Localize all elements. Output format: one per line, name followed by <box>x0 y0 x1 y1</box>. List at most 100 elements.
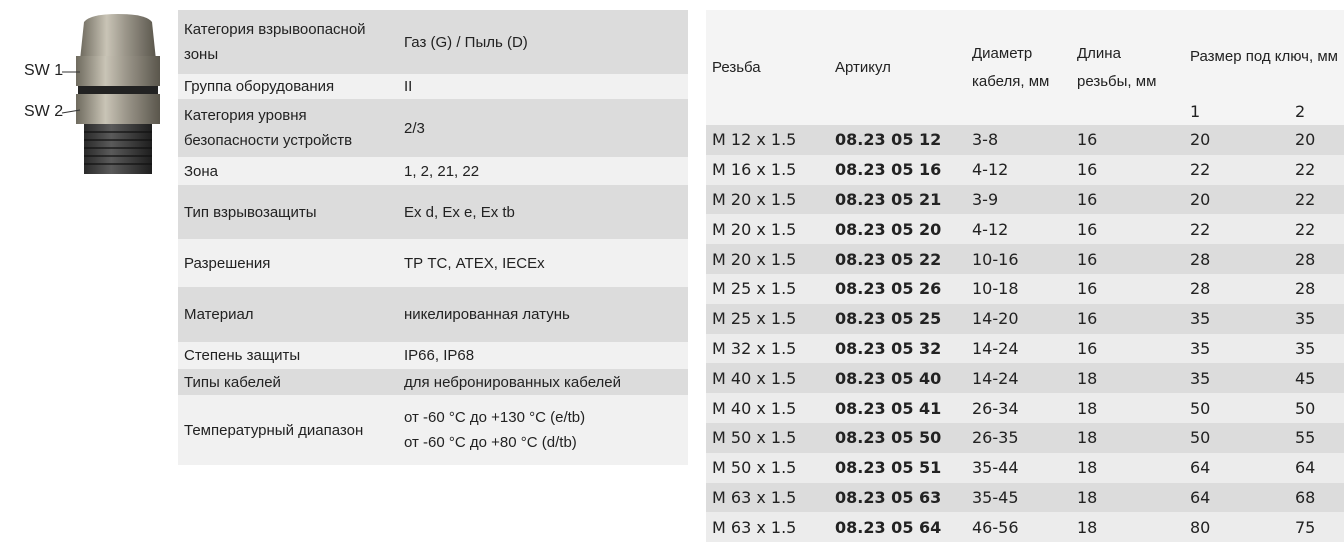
spec-value: II <box>398 74 688 99</box>
spec-value: никелированная латунь <box>398 287 688 342</box>
table-cell: 28 <box>1184 244 1289 274</box>
table-cell: 80 <box>1184 512 1289 542</box>
article-number: 08.23 05 22 <box>829 244 966 274</box>
table-cell: 26-34 <box>966 393 1071 423</box>
table-cell: 28 <box>1289 273 1344 304</box>
table-cell: 26-35 <box>966 422 1071 453</box>
article-row: M 16 x 1.5 08.23 05 16 4-12 16 22 22 <box>706 154 1344 185</box>
table-cell: 3-9 <box>966 184 1071 215</box>
article-row: M 25 x 1.5 08.23 05 25 14-20 16 35 35 <box>706 303 1344 334</box>
spec-label: Категория взрывоопасной зоны <box>178 10 398 74</box>
table-cell: 20 <box>1184 184 1289 215</box>
article-row: M 50 x 1.5 08.23 05 51 35-44 18 64 64 <box>706 452 1344 483</box>
article-number: 08.23 05 20 <box>829 214 966 245</box>
table-cell: 50 <box>1184 393 1289 423</box>
spec-row: Разрешения ТР ТС, ATEX, IECEx <box>178 239 688 287</box>
table-cell: 10-16 <box>966 244 1071 274</box>
table-cell: M 63 x 1.5 <box>706 482 829 513</box>
table-cell: 18 <box>1071 452 1184 483</box>
spec-row: Категория уровня безопасности устройств 2… <box>178 99 688 157</box>
article-number: 08.23 05 50 <box>829 422 966 453</box>
table-cell: 50 <box>1184 422 1289 453</box>
article-number: 08.23 05 32 <box>829 333 966 364</box>
spec-label: Тип взрывозащиты <box>178 185 398 239</box>
spec-label: Степень защиты <box>178 342 398 369</box>
table-cell: 16 <box>1071 244 1184 274</box>
table-cell: 64 <box>1289 452 1344 483</box>
spec-row: Температурный диапазон от -60 °C до +130 … <box>178 395 688 465</box>
specs-body: Категория взрывоопасной зоны Газ (G) / Пы… <box>178 10 688 465</box>
spec-label: Группа оборудования <box>178 74 398 99</box>
article-number: 08.23 05 41 <box>829 393 966 423</box>
column-header: Артикул <box>829 10 966 125</box>
article-number: 08.23 05 16 <box>829 154 966 185</box>
table-cell: M 20 x 1.5 <box>706 214 829 245</box>
table-cell: 20 <box>1184 125 1289 155</box>
table-cell: 68 <box>1289 482 1344 513</box>
table-cell: 35 <box>1184 333 1289 364</box>
article-row: M 20 x 1.5 08.23 05 22 10-16 16 28 28 <box>706 244 1344 274</box>
table-cell: M 12 x 1.5 <box>706 125 829 155</box>
spec-value: Газ (G) / Пыль (D) <box>398 10 688 74</box>
table-cell: M 32 x 1.5 <box>706 333 829 364</box>
spec-label: Разрешения <box>178 239 398 287</box>
table-cell: 50 <box>1289 393 1344 423</box>
articles-body: M 12 x 1.5 08.23 05 12 3-8 16 20 20 M 16 x 1.5… <box>706 125 1344 542</box>
spec-value-line: от -60 °C до +80 °C (d/tb) <box>404 434 577 451</box>
article-number: 08.23 05 64 <box>829 512 966 542</box>
table-cell: 18 <box>1071 482 1184 513</box>
article-row: M 63 x 1.5 08.23 05 64 46-56 18 80 75 <box>706 512 1344 542</box>
column-subheader: 2 <box>1289 103 1344 125</box>
spec-value: Ex d, Ex e, Ex tb <box>398 185 688 239</box>
table-cell: 20 <box>1289 125 1344 155</box>
table-cell: 22 <box>1289 214 1344 245</box>
table-cell: 18 <box>1071 393 1184 423</box>
spec-value-line: от -60 °C до +130 °C (e/tb) <box>404 409 586 426</box>
table-cell: 35 <box>1289 303 1344 334</box>
articles-table: Резьба Артикул Диаметр кабеля, мм Длина рез… <box>706 10 1344 542</box>
table-cell: 64 <box>1184 482 1289 513</box>
table-cell: M 63 x 1.5 <box>706 512 829 542</box>
column-header: Длина резьбы, мм <box>1071 10 1184 125</box>
spec-row: Категория взрывоопасной зоны Газ (G) / Пы… <box>178 10 688 74</box>
table-cell: 64 <box>1184 452 1289 483</box>
table-cell: 28 <box>1289 244 1344 274</box>
spec-value: от -60 °C до +130 °C (e/tb) от -60 °C до … <box>398 395 688 465</box>
table-cell: M 20 x 1.5 <box>706 244 829 274</box>
spec-label: Зона <box>178 157 398 185</box>
table-cell: 75 <box>1289 512 1344 542</box>
column-subheader: 1 <box>1184 103 1289 125</box>
table-cell: 10-18 <box>966 273 1071 304</box>
article-row: M 25 x 1.5 08.23 05 26 10-18 16 28 28 <box>706 273 1344 304</box>
table-cell: M 16 x 1.5 <box>706 154 829 185</box>
table-cell: M 50 x 1.5 <box>706 422 829 453</box>
spec-row: Группа оборудования II <box>178 74 688 99</box>
article-number: 08.23 05 63 <box>829 482 966 513</box>
table-cell: 16 <box>1071 214 1184 245</box>
spec-label: Температурный диапазон <box>178 395 398 465</box>
table-cell: 55 <box>1289 422 1344 453</box>
column-header: Размер под ключ, мм <box>1184 10 1344 103</box>
table-cell: 18 <box>1071 363 1184 394</box>
article-row: M 63 x 1.5 08.23 05 63 35-45 18 64 68 <box>706 482 1344 513</box>
table-cell: 35 <box>1184 303 1289 334</box>
articles-header: Резьба Артикул Диаметр кабеля, мм Длина рез… <box>706 10 1344 125</box>
article-number: 08.23 05 40 <box>829 363 966 394</box>
table-cell: 28 <box>1184 273 1289 304</box>
article-row: M 40 x 1.5 08.23 05 40 14-24 18 35 45 <box>706 363 1344 394</box>
table-cell: 4-12 <box>966 154 1071 185</box>
spec-value: 2/3 <box>398 99 688 157</box>
table-cell: 16 <box>1071 125 1184 155</box>
table-cell: 14-24 <box>966 333 1071 364</box>
table-cell: 3-8 <box>966 125 1071 155</box>
table-cell: 18 <box>1071 512 1184 542</box>
spec-row: Тип взрывозащиты Ex d, Ex e, Ex tb <box>178 185 688 239</box>
spec-row: Материал никелированная латунь <box>178 287 688 342</box>
header-row: Резьба Артикул Диаметр кабеля, мм Длина рез… <box>706 10 1344 125</box>
table-cell: 16 <box>1071 154 1184 185</box>
table-cell: 45 <box>1289 363 1344 394</box>
article-number: 08.23 05 12 <box>829 125 966 155</box>
